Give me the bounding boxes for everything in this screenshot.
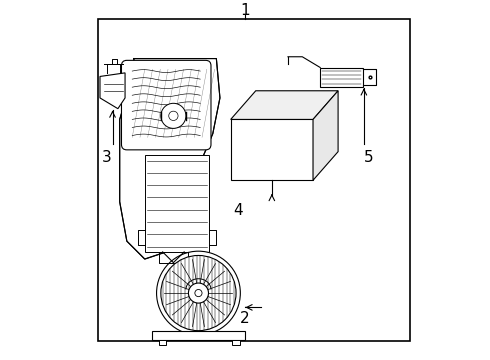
- Circle shape: [195, 289, 202, 297]
- Bar: [159, 339, 166, 345]
- Circle shape: [169, 111, 178, 121]
- Text: 4: 4: [233, 203, 243, 218]
- Polygon shape: [100, 73, 125, 109]
- Text: 1: 1: [240, 3, 250, 18]
- Bar: [231, 120, 313, 180]
- Text: 2: 2: [240, 311, 250, 326]
- Bar: [152, 331, 245, 339]
- Text: 3: 3: [102, 149, 112, 165]
- Circle shape: [157, 251, 241, 335]
- FancyBboxPatch shape: [122, 60, 211, 150]
- Circle shape: [161, 103, 186, 129]
- Text: 5: 5: [364, 149, 373, 165]
- Bar: [145, 155, 209, 252]
- Polygon shape: [231, 91, 338, 120]
- Circle shape: [161, 256, 236, 331]
- Polygon shape: [120, 59, 220, 259]
- Bar: [98, 19, 410, 341]
- Polygon shape: [313, 91, 338, 180]
- Circle shape: [189, 283, 208, 303]
- Bar: [232, 339, 240, 345]
- Bar: [320, 68, 363, 87]
